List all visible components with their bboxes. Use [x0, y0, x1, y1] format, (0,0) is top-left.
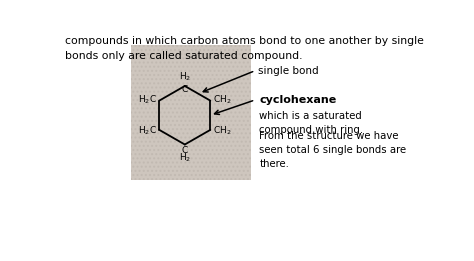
- Text: $\mathregular{H_2C}$: $\mathregular{H_2C}$: [138, 94, 157, 106]
- Text: $\mathregular{H_2C}$: $\mathregular{H_2C}$: [138, 124, 157, 137]
- Text: $\mathregular{CH_2}$: $\mathregular{CH_2}$: [213, 124, 231, 137]
- Text: $\mathregular{CH_2}$: $\mathregular{CH_2}$: [213, 94, 231, 106]
- Text: C: C: [182, 146, 188, 155]
- Text: From the structure we have
seen total 6 single bonds are
there.: From the structure we have seen total 6 …: [259, 131, 406, 169]
- Text: C: C: [182, 85, 188, 94]
- Text: $\mathregular{H_2}$: $\mathregular{H_2}$: [179, 70, 191, 83]
- Text: single bond: single bond: [258, 66, 318, 76]
- Text: cyclohexane: cyclohexane: [259, 95, 337, 105]
- Bar: [131, 45, 251, 180]
- Bar: [131, 45, 251, 180]
- Text: compounds in which carbon atoms bond to one another by single
bonds only are cal: compounds in which carbon atoms bond to …: [64, 36, 424, 61]
- Text: which is a saturated
compound with ring.: which is a saturated compound with ring.: [259, 111, 364, 135]
- Text: $\mathregular{H_2}$: $\mathregular{H_2}$: [179, 151, 191, 164]
